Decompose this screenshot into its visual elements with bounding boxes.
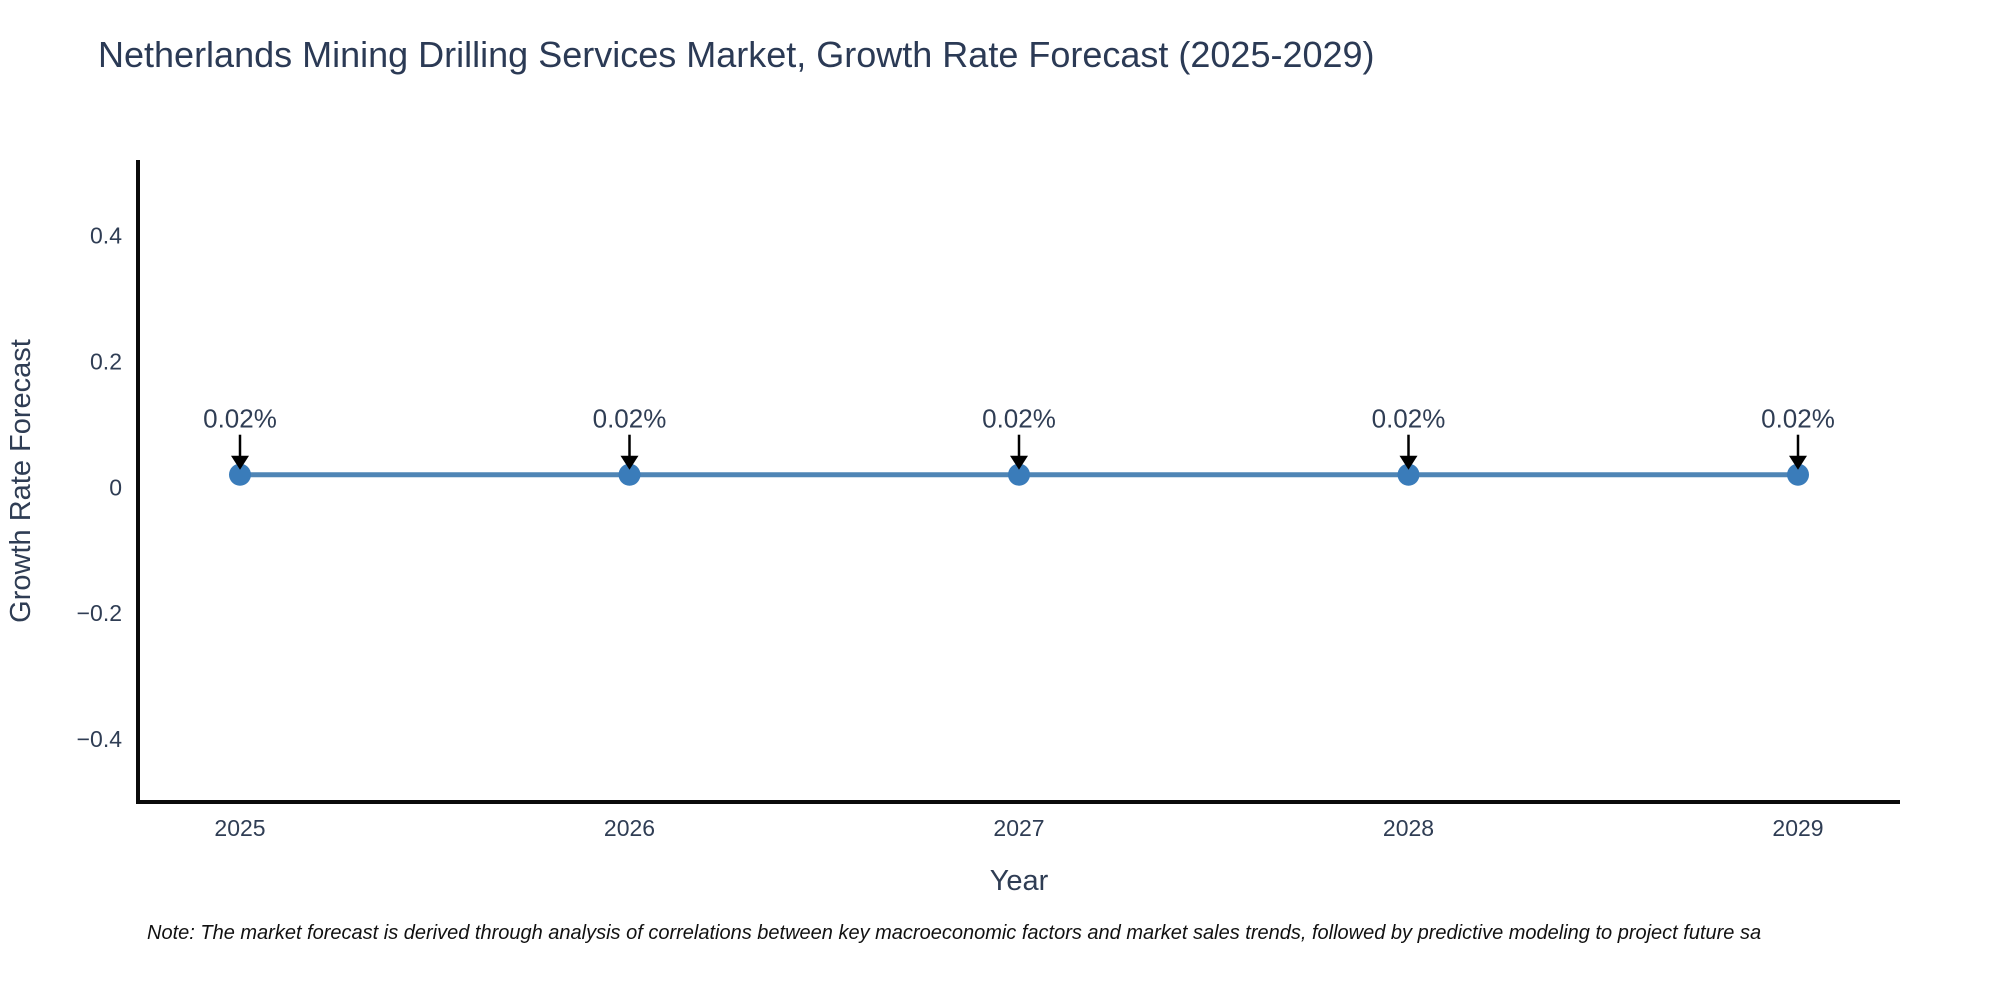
footnote: Note: The market forecast is derived thr… — [147, 922, 1762, 944]
data-point-marker — [1397, 463, 1420, 486]
y-axis-label: Growth Rate Forecast — [5, 339, 37, 623]
x-tick-label: 2027 — [993, 815, 1044, 841]
x-tick-label: 2029 — [1772, 815, 1823, 841]
y-tick-label: 0.2 — [90, 348, 122, 374]
data-point-marker — [618, 463, 641, 486]
y-tick-label: −0.4 — [77, 726, 123, 752]
x-tick-label: 2025 — [214, 815, 265, 841]
chart-title: Netherlands Mining Drilling Services Mar… — [98, 34, 1375, 75]
point-annotation-label: 0.02% — [1761, 404, 1835, 434]
annotation-arrowhead-icon — [1789, 455, 1807, 470]
point-annotation-label: 0.02% — [982, 404, 1056, 434]
data-point-marker — [1008, 463, 1030, 486]
x-tick-label: 2026 — [604, 815, 655, 841]
annotation-arrowhead-icon — [1010, 455, 1028, 470]
annotation-arrowhead-icon — [620, 455, 639, 470]
x-axis-label: Year — [990, 865, 1049, 897]
point-annotation-label: 0.02% — [203, 404, 277, 434]
annotation-arrowhead-icon — [231, 455, 249, 470]
annotation-arrowhead-icon — [1399, 455, 1418, 470]
point-annotation-label: 0.02% — [1372, 404, 1446, 434]
point-annotation-label: 0.02% — [593, 404, 667, 434]
y-tick-label: 0.4 — [90, 223, 122, 249]
x-tick-label: 2028 — [1383, 815, 1434, 841]
y-tick-label: −0.2 — [77, 600, 122, 626]
y-tick-label: 0 — [109, 474, 122, 500]
data-point-marker — [1787, 463, 1809, 486]
data-point-marker — [229, 463, 251, 486]
